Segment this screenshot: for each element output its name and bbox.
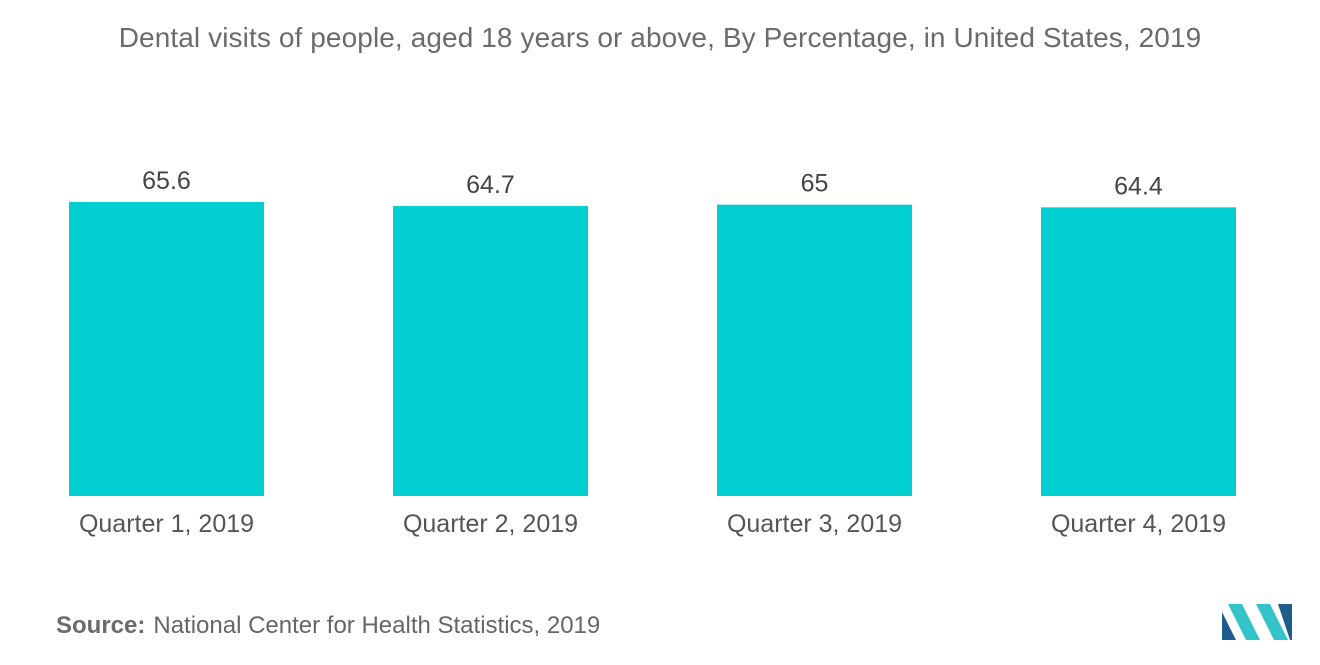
bar-value-label-2: 64.7 — [466, 171, 515, 199]
bar-2 — [393, 206, 588, 496]
bar-chart: 65.6 Quarter 1, 2019 64.7 Quarter 2, 2019 65… — [69, 167, 1236, 538]
bar-value-label-3: 65 — [801, 170, 829, 198]
bar-3 — [717, 204, 912, 496]
source-text: National Center for Health Statistics, 2… — [153, 612, 601, 639]
mordor-intelligence-logo — [1222, 604, 1292, 640]
chart-title: Dental visits of people, aged 18 years o… — [118, 22, 1202, 53]
logo-left-stroke — [1222, 612, 1236, 640]
logo-right-bar — [1278, 604, 1292, 640]
bar-4 — [1041, 207, 1236, 496]
bar-1 — [69, 202, 264, 496]
source-label: Source: — [56, 612, 146, 639]
x-tick-label-1: Quarter 1, 2019 — [79, 510, 254, 538]
bar-value-label-1: 65.6 — [142, 167, 191, 195]
logo-right-stroke — [1256, 604, 1288, 640]
x-tick-label-4: Quarter 4, 2019 — [1051, 510, 1226, 538]
x-tick-label-2: Quarter 2, 2019 — [403, 510, 578, 538]
bar-value-label-4: 64.4 — [1114, 172, 1163, 200]
logo-middle-stroke — [1228, 604, 1260, 640]
source-note: Source: National Center for Health Statis… — [56, 612, 600, 640]
x-tick-label-3: Quarter 3, 2019 — [727, 510, 902, 538]
